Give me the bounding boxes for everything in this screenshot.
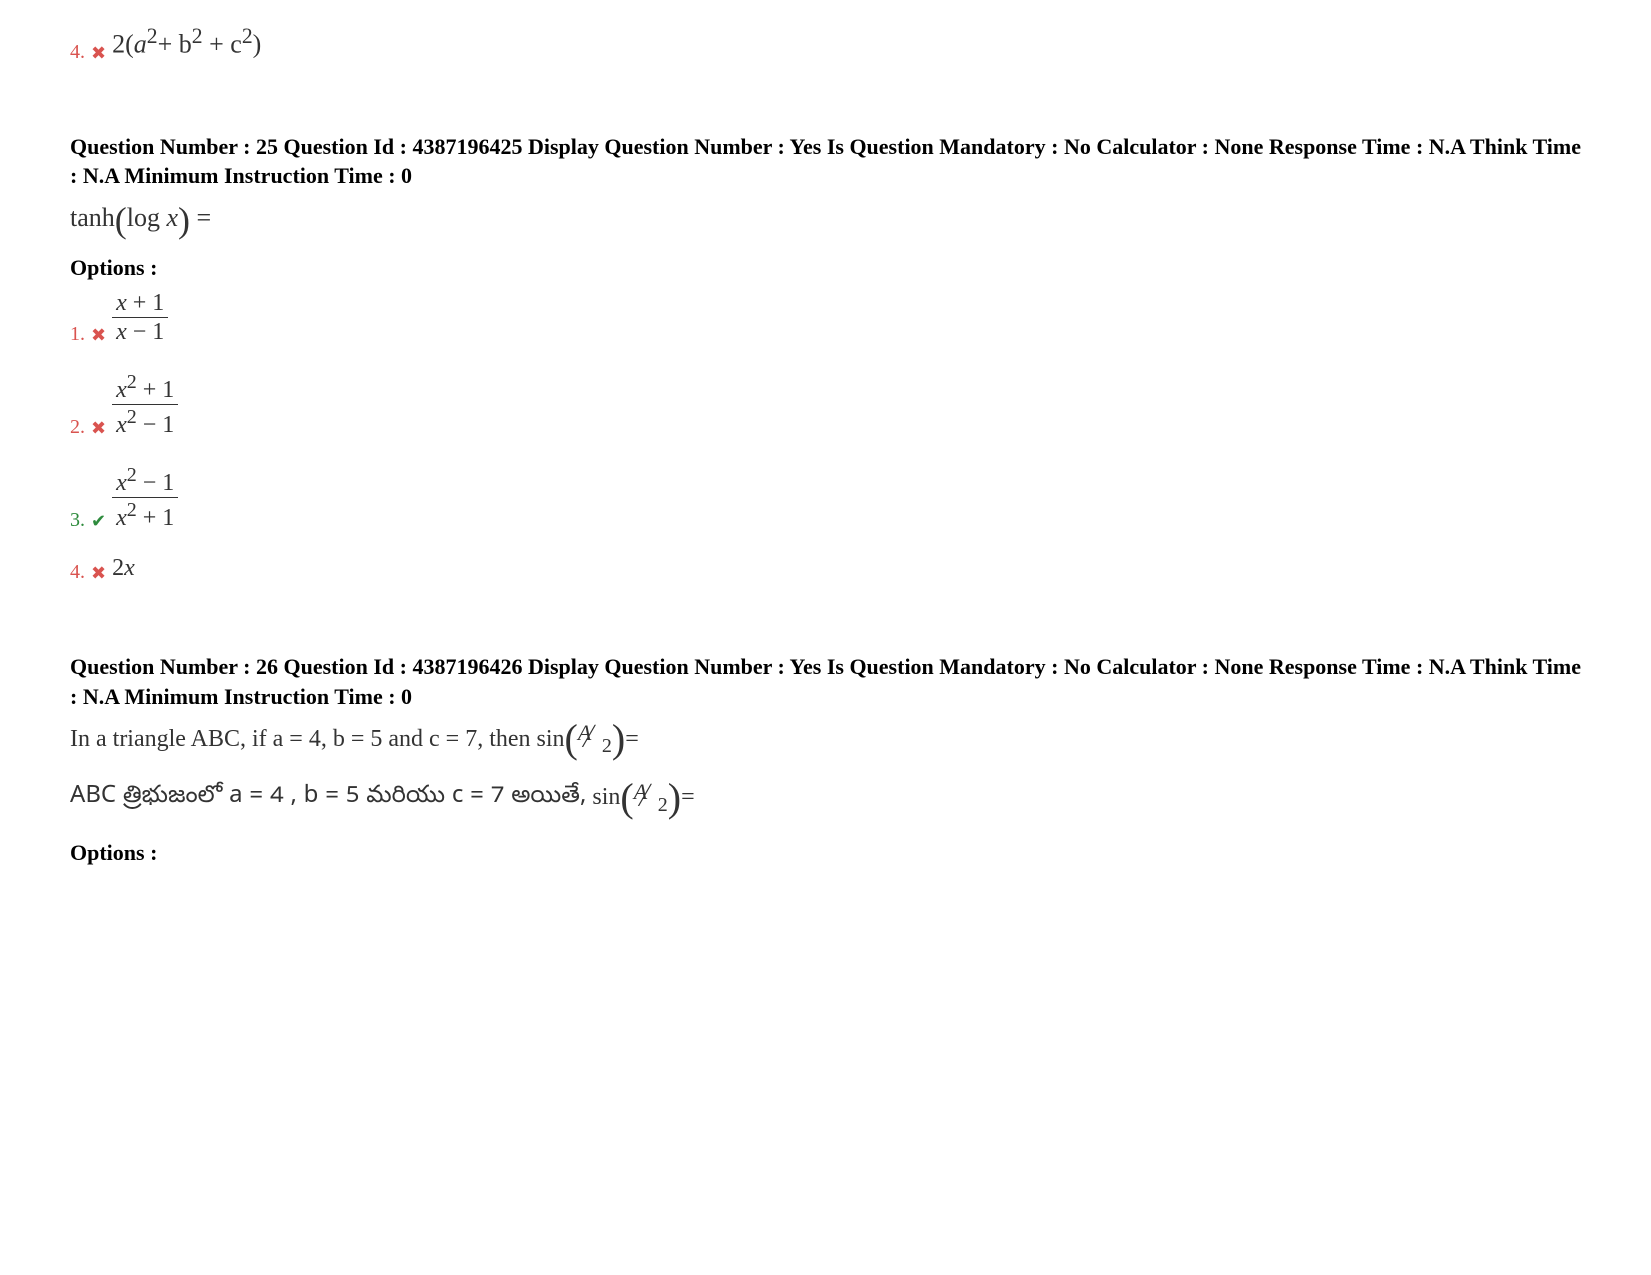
var-x: x [167,203,179,232]
a-over-2: A ∕ 2 [634,783,668,813]
option-number: 2. [70,417,85,437]
option-expression: x2 − 1 x2 + 1 [112,465,178,530]
question-26-meta: Question Number : 26 Question Id : 43871… [70,652,1581,711]
slash-icon: ∕ [586,718,591,756]
left-paren-icon: ( [565,723,578,755]
question-26-line-telugu: ABC త్రిభుజంలో a = 4 , b = 5 మరియు c = 7… [70,781,1581,814]
term-a: a [134,30,147,59]
sup-a: 2 [147,24,158,48]
expr-prefix: 2( [112,30,134,59]
left-paren: ( [115,200,127,240]
q25-option-2: 2. ✖ x2 + 1 x2 − 1 [70,372,1581,437]
sin-half-expression: sin ( A ∕ 2 ) = [537,723,639,755]
log-text: log [127,203,167,232]
q26-telugu-prefix: ABC త్రిభుజంలో a = 4 , b = 5 మరియు c = 7… [70,781,586,814]
option-expression: x2 + 1 x2 − 1 [112,372,178,437]
term-c: c [230,30,242,59]
left-paren-icon: ( [620,782,633,814]
sup-b: 2 [192,24,203,48]
plus-1: + [158,30,179,59]
option-expression: 2x [112,556,135,580]
option-expression: x + 1 x − 1 [112,291,168,344]
option-number: 1. [70,324,85,344]
tanh-text: tanh [70,203,115,232]
question-25-expression: tanh(log x) = [70,199,1581,241]
equals-text: = [190,203,211,232]
q26-english-prefix: In a triangle ABC, if a = 4, b = 5 and c… [70,726,531,753]
two-label: 2 [602,735,612,758]
cross-icon: ✖ [91,44,106,62]
option-number: 3. [70,510,85,530]
sup-c: 2 [242,24,253,48]
options-label-26: Options : [70,840,1581,866]
right-paren-icon: ) [612,723,625,755]
option-number: 4. [70,42,85,62]
right-paren-icon: ) [668,782,681,814]
option-expression: 2(a2+ b2 + c2) [112,26,261,58]
question-25-meta: Question Number : 25 Question Id : 43871… [70,132,1581,191]
cross-icon: ✖ [91,419,106,437]
equals-text: = [625,726,639,753]
prev-question-option-4: 4. ✖ 2(a2+ b2 + c2) [70,30,1581,62]
q25-option-1: 1. ✖ x + 1 x − 1 [70,291,1581,344]
question-26-line-english: In a triangle ABC, if a = 4, b = 5 and c… [70,723,1581,755]
q25-option-3: 3. ✔ x2 − 1 x2 + 1 [70,465,1581,530]
term-b: b [179,30,192,59]
option-number: 4. [70,562,85,582]
two-label: 2 [658,794,668,817]
sin-half-expression: sin ( A ∕ 2 ) = [592,782,694,814]
sin-text: sin [537,726,565,753]
a-over-2: A ∕ 2 [578,724,612,754]
slash-icon: ∕ [642,777,647,815]
check-icon: ✔ [91,512,106,530]
options-label-25: Options : [70,255,1581,281]
cross-icon: ✖ [91,564,106,582]
sin-text: sin [592,784,620,811]
cross-icon: ✖ [91,326,106,344]
q25-option-4: 4. ✖ 2x [70,558,1581,582]
right-paren: ) [178,200,190,240]
expr-suffix: ) [253,30,262,59]
plus-2: + [209,30,230,59]
equals-text: = [681,784,695,811]
